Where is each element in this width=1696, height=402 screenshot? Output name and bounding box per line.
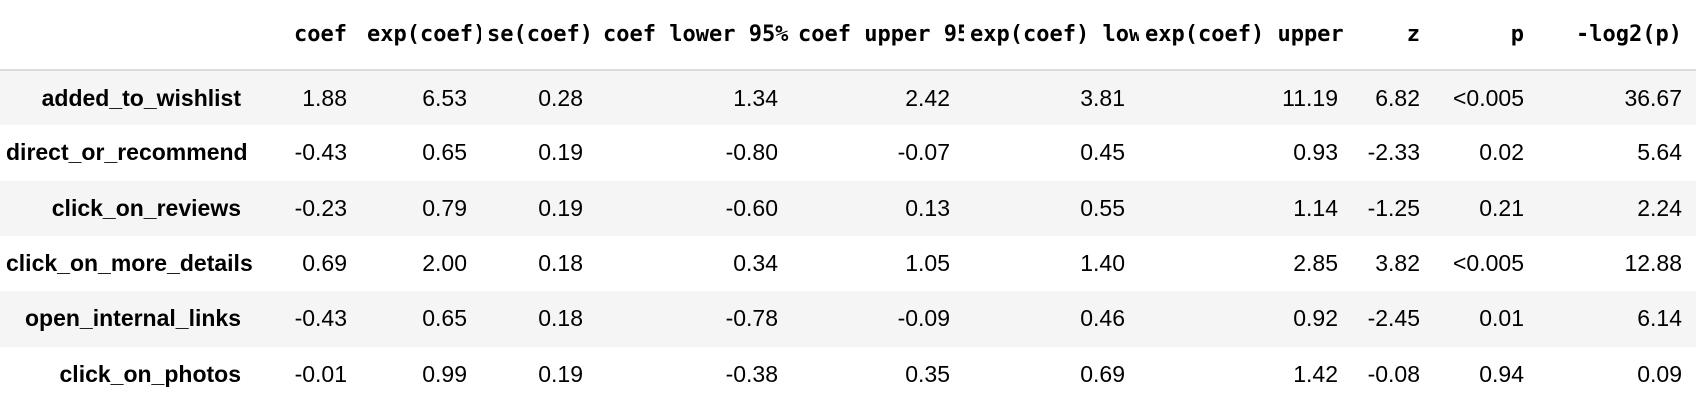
cell-coef-upper-95: 1.05 bbox=[905, 250, 950, 277]
cell-exp-coef: 0.99 bbox=[422, 360, 467, 387]
cell-se-coef: 0.19 bbox=[538, 194, 583, 221]
cell-exp-coef-lower-95: 0.69 bbox=[1080, 360, 1125, 387]
cell-coef-upper-95: -0.09 bbox=[897, 305, 950, 332]
cell-coef-lower-95: -0.38 bbox=[725, 360, 778, 387]
cell-exp-coef-lower-95: 1.40 bbox=[1080, 250, 1125, 277]
cell-z: 6.82 bbox=[1375, 84, 1420, 111]
table-row: open_internal_links -0.43 0.65 0.18 -0.7… bbox=[0, 291, 1696, 347]
table-row: click_on_more_details 0.69 2.00 0.18 0.3… bbox=[0, 235, 1696, 292]
cell-coef: 0.69 bbox=[302, 250, 347, 277]
cell-neg-log2-p: 36.67 bbox=[1624, 84, 1682, 111]
cell-coef: -0.43 bbox=[294, 139, 347, 166]
cell-coef-lower-95: -0.78 bbox=[725, 305, 778, 332]
header-row: coef exp(coef) se(coef) coef lower 95% c… bbox=[0, 0, 1696, 71]
cell-neg-log2-p: 2.24 bbox=[1637, 194, 1682, 221]
cell-p: 0.94 bbox=[1479, 360, 1524, 387]
cell-coef-upper-95: 2.42 bbox=[905, 84, 950, 111]
row-label-added-to-wishlist: added_to_wishlist bbox=[41, 84, 241, 111]
cell-coef-lower-95: 1.34 bbox=[733, 84, 778, 111]
cell-exp-coef-lower-95: 0.55 bbox=[1080, 194, 1125, 221]
cell-se-coef: 0.28 bbox=[538, 84, 583, 111]
table-row: click_on_photos -0.01 0.99 0.19 -0.38 0.… bbox=[0, 346, 1696, 402]
cell-coef: -0.01 bbox=[294, 360, 347, 387]
cell-se-coef: 0.19 bbox=[538, 360, 583, 387]
cell-coef: 1.88 bbox=[302, 84, 347, 111]
cell-exp-coef-lower-95: 0.46 bbox=[1080, 305, 1125, 332]
row-label-click-on-photos: click_on_photos bbox=[59, 360, 241, 387]
row-label-direct-or-recommend: direct_or_recommend bbox=[6, 139, 248, 166]
column-header-neg-log2-p: -log2(p) bbox=[1538, 0, 1696, 71]
column-header-coef: coef bbox=[255, 0, 361, 71]
column-header-exp-coef: exp(coef) bbox=[361, 0, 481, 71]
row-label-click-on-more-details: click_on_more_details bbox=[6, 250, 253, 277]
cell-exp-coef: 0.79 bbox=[422, 194, 467, 221]
cell-exp-coef: 0.65 bbox=[422, 139, 467, 166]
cell-z: -0.08 bbox=[1367, 360, 1420, 387]
column-header-se-coef: se(coef) bbox=[481, 0, 597, 71]
column-header-coef-upper-95: coef upper 95% bbox=[792, 0, 964, 71]
cell-coef: -0.43 bbox=[294, 305, 347, 332]
cell-neg-log2-p: 6.14 bbox=[1637, 305, 1682, 332]
cell-coef-lower-95: 0.34 bbox=[733, 250, 778, 277]
cell-coef-lower-95: -0.60 bbox=[725, 194, 778, 221]
cell-neg-log2-p: 5.64 bbox=[1637, 139, 1682, 166]
row-label-click-on-reviews: click_on_reviews bbox=[51, 194, 241, 221]
cell-p: <0.005 bbox=[1453, 84, 1524, 111]
cell-exp-coef: 6.53 bbox=[422, 84, 467, 111]
cell-exp-coef-lower-95: 3.81 bbox=[1080, 84, 1125, 111]
column-header-exp-coef-upper-95: exp(coef) upper 95% bbox=[1139, 0, 1352, 71]
cell-exp-coef-upper-95: 1.42 bbox=[1293, 360, 1338, 387]
cell-coef-upper-95: 0.35 bbox=[905, 360, 950, 387]
cell-exp-coef-upper-95: 11.19 bbox=[1282, 84, 1338, 111]
cell-z: 3.82 bbox=[1375, 250, 1420, 277]
cell-p: 0.02 bbox=[1479, 139, 1524, 166]
cell-z: -1.25 bbox=[1367, 194, 1420, 221]
cell-exp-coef-upper-95: 0.92 bbox=[1293, 305, 1338, 332]
table-row: direct_or_recommend -0.43 0.65 0.19 -0.8… bbox=[0, 125, 1696, 181]
cell-exp-coef-lower-95: 0.45 bbox=[1080, 139, 1125, 166]
table-row: added_to_wishlist 1.88 6.53 0.28 1.34 2.… bbox=[0, 70, 1696, 126]
column-header-exp-coef-lower-95: exp(coef) lower 95% bbox=[964, 0, 1139, 71]
cell-coef-upper-95: 0.13 bbox=[905, 194, 950, 221]
cell-p: <0.005 bbox=[1453, 250, 1524, 277]
cell-neg-log2-p: 12.88 bbox=[1624, 250, 1682, 277]
column-header-coef-lower-95: coef lower 95% bbox=[597, 0, 792, 71]
cell-z: -2.33 bbox=[1367, 139, 1420, 166]
cell-coef-upper-95: -0.07 bbox=[897, 139, 950, 166]
column-header-p: p bbox=[1434, 0, 1538, 71]
cell-p: 0.01 bbox=[1479, 305, 1524, 332]
row-label-open-internal-links: open_internal_links bbox=[24, 305, 241, 332]
cell-coef-lower-95: -0.80 bbox=[725, 139, 778, 166]
cell-se-coef: 0.19 bbox=[538, 139, 583, 166]
cell-neg-log2-p: 0.09 bbox=[1637, 360, 1682, 387]
cell-exp-coef: 0.65 bbox=[422, 305, 467, 332]
corner-header bbox=[0, 0, 255, 71]
cell-p: 0.21 bbox=[1479, 194, 1524, 221]
cell-coef: -0.23 bbox=[294, 194, 347, 221]
column-header-z: z bbox=[1352, 0, 1434, 71]
table-row: click_on_reviews -0.23 0.79 0.19 -0.60 0… bbox=[0, 180, 1696, 236]
cell-z: -2.45 bbox=[1367, 305, 1420, 332]
cell-exp-coef-upper-95: 0.93 bbox=[1293, 139, 1338, 166]
cell-exp-coef: 2.00 bbox=[422, 250, 467, 277]
cell-se-coef: 0.18 bbox=[538, 250, 583, 277]
cell-exp-coef-upper-95: 2.85 bbox=[1293, 250, 1338, 277]
cell-exp-coef-upper-95: 1.14 bbox=[1293, 194, 1338, 221]
cell-se-coef: 0.18 bbox=[538, 305, 583, 332]
